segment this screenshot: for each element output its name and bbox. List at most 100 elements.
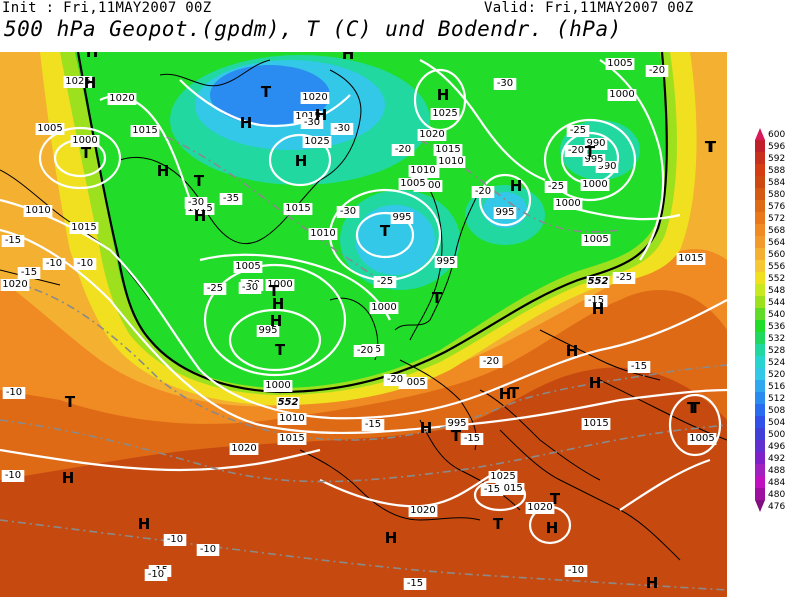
legend-value: 496 <box>768 442 785 452</box>
pressure-label: 1015 <box>283 203 313 215</box>
svg-text:H: H <box>510 177 523 195</box>
svg-text:H: H <box>62 469 75 487</box>
temperature-label: -15 <box>584 295 608 307</box>
svg-text:-10: -10 <box>167 534 183 545</box>
svg-text:-15: -15 <box>484 484 500 495</box>
svg-text:-30: -30 <box>242 282 258 293</box>
chart-title: 500 hPa Geopot.(gpdm), T (C) und Bodendr… <box>4 17 622 41</box>
svg-text:1000: 1000 <box>265 380 290 391</box>
svg-text:-25: -25 <box>616 272 632 283</box>
low-pressure-center: T <box>687 399 698 417</box>
svg-text:1025: 1025 <box>432 108 457 119</box>
legend-swatch <box>755 296 765 308</box>
temperature-label: -30 <box>336 206 360 218</box>
svg-text:1000: 1000 <box>582 179 607 190</box>
svg-text:-25: -25 <box>207 283 223 294</box>
svg-text:-15: -15 <box>588 295 604 306</box>
pressure-label: 1015 <box>69 222 99 234</box>
pressure-label: 995 <box>256 325 280 337</box>
high-pressure-center: H <box>194 207 207 225</box>
svg-text:T: T <box>550 490 561 508</box>
svg-text:-20: -20 <box>568 145 584 156</box>
pressure-label: 1010 <box>308 228 338 240</box>
svg-text:-20: -20 <box>387 374 403 385</box>
svg-text:1015: 1015 <box>497 483 522 494</box>
svg-text:990: 990 <box>597 161 616 172</box>
temperature-labels: -20 -25 -30 -30 -30 -20 -25 -30 -35 -30 -25 -20 -20 -… <box>1 65 669 590</box>
coastlines <box>0 59 727 561</box>
svg-text:-10: -10 <box>46 258 62 269</box>
high-pressure-center: H <box>240 114 253 132</box>
low-pressure-center: T <box>706 138 717 156</box>
svg-text:-10: -10 <box>5 470 21 481</box>
pressure-label: 1020 <box>417 129 447 141</box>
svg-text:-25: -25 <box>570 125 586 136</box>
contour-label: 552 <box>586 276 610 288</box>
svg-text:T: T <box>706 138 717 156</box>
legend-value: 588 <box>768 166 785 176</box>
temperature-label: -20 <box>564 145 588 157</box>
temperature-label: -25 <box>566 125 590 137</box>
svg-text:H: H <box>420 419 433 437</box>
temperature-label: -25 <box>612 272 636 284</box>
svg-text:T: T <box>81 144 92 162</box>
color-legend: 600 596 592 588 584 580 576 572 568 564 560 556 552 5… <box>754 128 788 512</box>
legend-value: 580 <box>768 190 785 200</box>
pressure-label: 995 <box>445 418 469 430</box>
svg-text:1000: 1000 <box>72 135 97 146</box>
legend-swatch <box>755 428 765 440</box>
isobars <box>0 59 727 545</box>
pressure-label: 990 <box>584 138 608 150</box>
low-pressure-center: T <box>705 138 716 156</box>
temperature-label: -30 <box>184 197 208 209</box>
high-pressure-center: H <box>566 342 579 360</box>
legend-swatch <box>755 356 765 368</box>
legend-swatch <box>755 488 765 500</box>
high-pressure-center: H <box>84 74 97 92</box>
temperature-label: -25 <box>373 276 397 288</box>
legend-swatch <box>755 476 765 488</box>
svg-text:1010: 1010 <box>438 156 463 167</box>
pressure-label: 1005 <box>398 178 428 190</box>
svg-text:-10: -10 <box>6 387 22 398</box>
low-pressure-center: T <box>275 341 286 359</box>
temperature-label: -20 <box>479 356 503 368</box>
svg-text:1000: 1000 <box>415 180 440 191</box>
svg-text:1015: 1015 <box>583 418 608 429</box>
svg-text:995: 995 <box>392 212 411 223</box>
svg-text:H: H <box>566 342 579 360</box>
svg-text:1020: 1020 <box>527 502 552 513</box>
svg-text:-20: -20 <box>475 186 491 197</box>
high-pressure-center: H <box>646 574 659 592</box>
svg-text:T: T <box>585 143 596 161</box>
svg-text:1015: 1015 <box>71 222 96 233</box>
legend-swatch <box>755 224 765 236</box>
svg-text:1010: 1010 <box>410 165 435 176</box>
legend-swatch <box>755 284 765 296</box>
pressure-label: 1005 <box>581 234 611 246</box>
svg-text:995: 995 <box>495 207 514 218</box>
svg-text:1025: 1025 <box>65 76 90 87</box>
svg-text:-30: -30 <box>334 123 350 134</box>
svg-text:1005: 1005 <box>689 433 714 444</box>
svg-text:H: H <box>138 515 151 533</box>
temperature-label: -25 <box>203 283 227 295</box>
temperature-label: -35 <box>219 193 243 205</box>
temperature-label: -30 <box>238 282 262 294</box>
svg-text:1010: 1010 <box>25 205 50 216</box>
pressure-label: 1020 <box>107 93 137 105</box>
high-pressure-center: H <box>437 86 450 104</box>
legend-value: 596 <box>768 142 785 152</box>
pressure-label: 1005 <box>687 433 717 445</box>
legend-value: 524 <box>768 358 785 368</box>
svg-text:1020: 1020 <box>231 443 256 454</box>
temperature-label: -20 <box>353 345 377 357</box>
svg-text:H: H <box>240 114 253 132</box>
high-pressure-center: H <box>342 52 355 63</box>
temperature-label: -20 <box>471 186 495 198</box>
pressure-label: 1025 <box>488 471 518 483</box>
legend-swatch <box>755 440 765 452</box>
pressure-label: 1020 <box>408 505 438 517</box>
legend-value: 476 <box>768 502 785 512</box>
temperature-label: -15 <box>627 361 651 373</box>
